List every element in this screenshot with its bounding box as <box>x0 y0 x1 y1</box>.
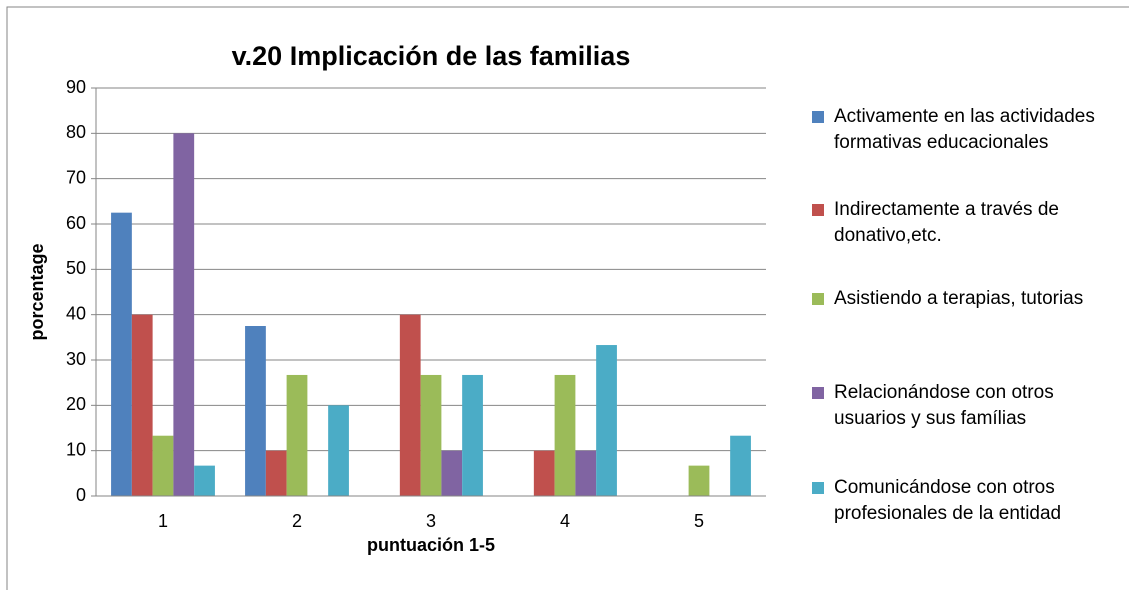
legend-label: Activamente en las actividades formativa… <box>834 106 1095 153</box>
chart-title: v.20 Implicación de las familias <box>232 41 631 71</box>
bar <box>328 405 349 496</box>
bar <box>688 465 710 496</box>
legend-swatch <box>812 204 824 216</box>
bar <box>533 450 555 496</box>
legend-label: Comunicándose con otros profesionales de… <box>834 477 1062 524</box>
bar <box>286 374 308 496</box>
bar <box>131 314 153 496</box>
x-tick-label: 1 <box>158 511 168 531</box>
y-tick-label: 10 <box>66 439 86 459</box>
legend-item: Relacionándose con otros usuarios y sus … <box>812 380 1122 432</box>
x-tick-label: 5 <box>694 511 704 531</box>
y-tick-label: 40 <box>66 303 86 323</box>
bar <box>265 450 287 496</box>
bar <box>441 450 463 496</box>
x-tick-label: 2 <box>292 511 302 531</box>
legend-item: Asistiendo a terapias, tutorias <box>812 286 1122 312</box>
chart-frame <box>6 6 1129 590</box>
legend-item: Indirectamente a través de donativo,etc. <box>812 197 1122 249</box>
legend-swatch <box>812 387 824 399</box>
x-tick-label: 3 <box>426 511 436 531</box>
legend-label: Relacionándose con otros usuarios y sus … <box>834 382 1054 429</box>
y-tick-label: 30 <box>66 349 86 369</box>
y-tick-label: 90 <box>66 77 86 97</box>
bar <box>152 435 174 496</box>
bar <box>575 450 597 496</box>
bar <box>420 374 442 496</box>
legend-item: Activamente en las actividades formativa… <box>812 104 1122 156</box>
legend-item: Comunicándose con otros profesionales de… <box>812 475 1122 527</box>
y-axis-label: porcentage <box>27 243 47 340</box>
bar <box>194 465 215 496</box>
legend-swatch <box>812 111 824 123</box>
bar <box>554 374 576 496</box>
bar <box>730 435 751 496</box>
y-tick-label: 80 <box>66 122 86 142</box>
y-tick-label: 20 <box>66 394 86 414</box>
y-tick-label: 60 <box>66 213 86 233</box>
legend-label: Asistiendo a terapias, tutorias <box>834 288 1084 309</box>
legend-label: Indirectamente a través de donativo,etc. <box>834 199 1059 246</box>
y-tick-label: 50 <box>66 258 86 278</box>
legend-swatch <box>812 293 824 305</box>
bar <box>245 326 266 496</box>
y-tick-label: 70 <box>66 167 86 187</box>
x-tick-label: 4 <box>560 511 570 531</box>
y-tick-label: 0 <box>76 485 86 505</box>
bar <box>111 212 132 496</box>
bar <box>173 133 195 497</box>
bar <box>399 314 421 496</box>
bar <box>462 374 483 496</box>
x-axis-label: puntuación 1-5 <box>367 535 495 555</box>
legend-swatch <box>812 482 824 494</box>
bar <box>596 345 617 496</box>
